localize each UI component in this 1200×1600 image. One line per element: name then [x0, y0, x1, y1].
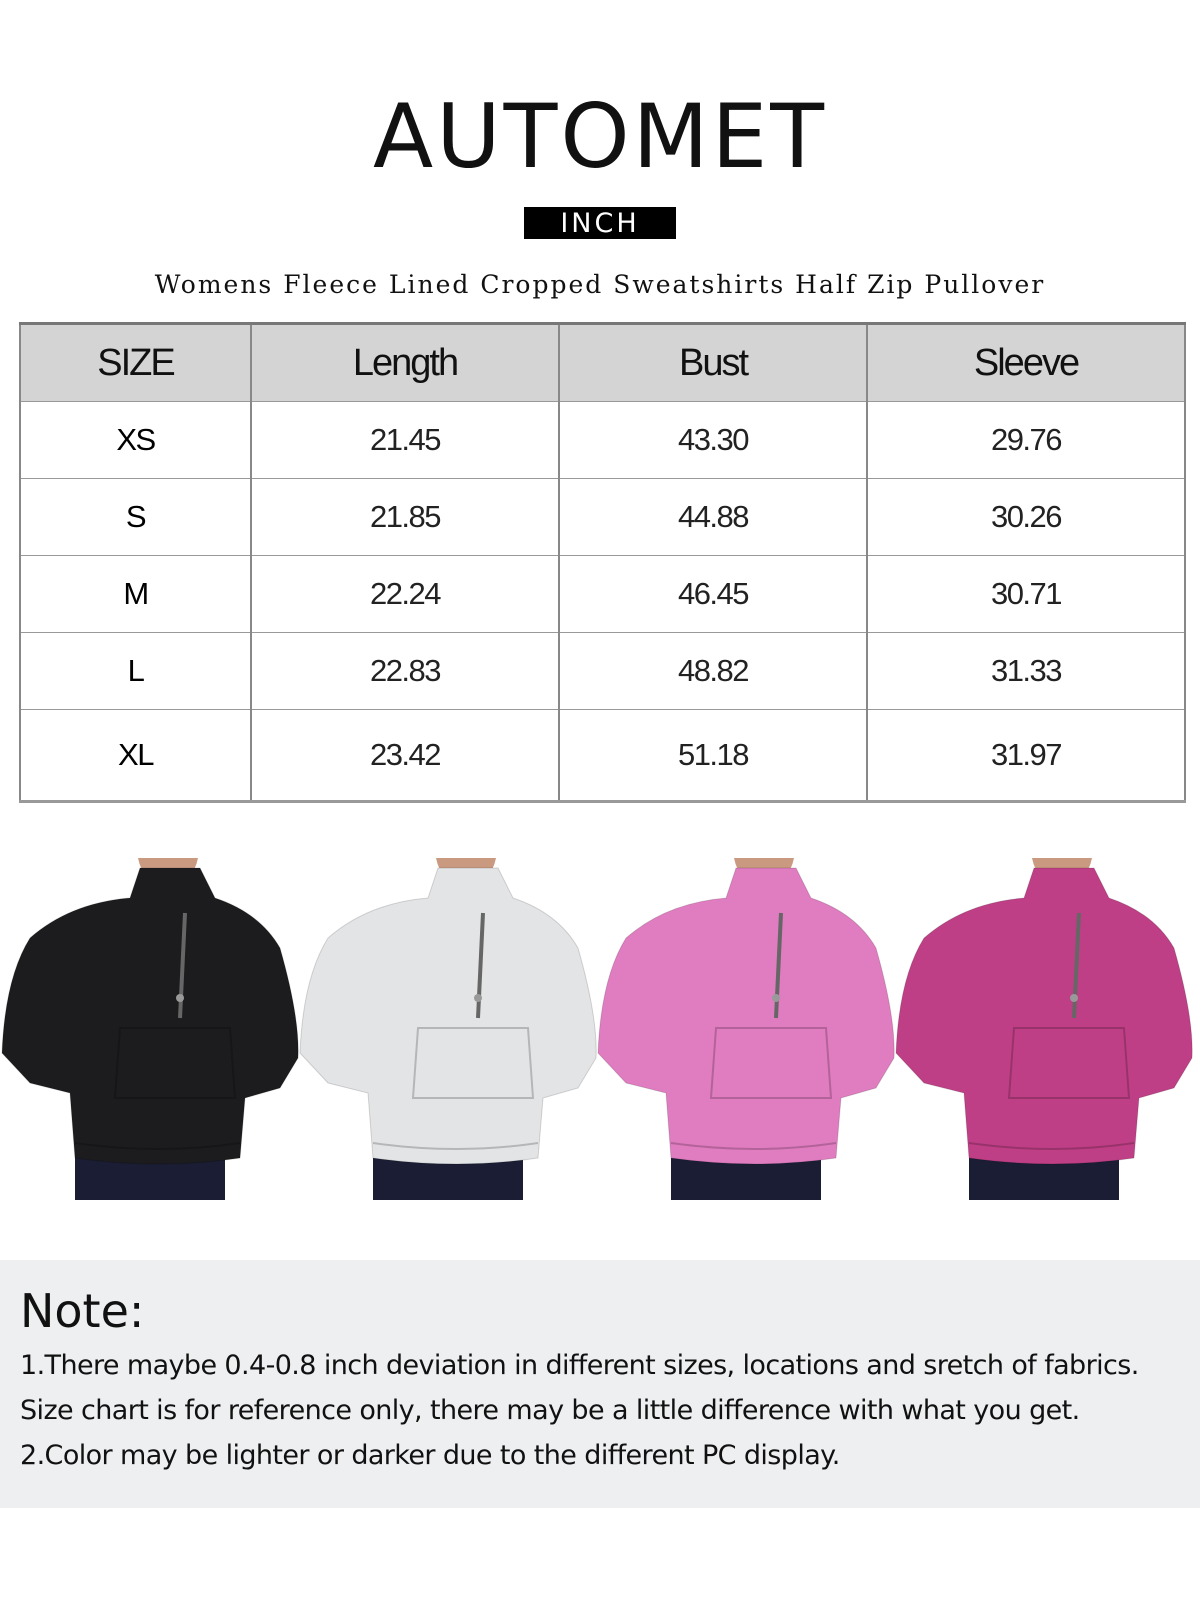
table-row: L 22.83 48.82 31.33 — [19, 632, 1186, 710]
note-line: 1.There maybe 0.4-0.8 inch deviation in … — [20, 1350, 1139, 1381]
zipper-pull — [176, 994, 184, 1002]
note-line: Size chart is for reference only, there … — [20, 1395, 1080, 1426]
pocket — [411, 1027, 535, 1099]
bust-cell: 51.18 — [558, 709, 868, 802]
length-cell: 21.85 — [250, 478, 560, 556]
length-cell: 23.42 — [250, 709, 560, 802]
note-title: Note: — [20, 1284, 145, 1338]
sleeve-cell: 29.76 — [866, 401, 1186, 479]
pocket — [113, 1027, 237, 1099]
size-cell: XL — [19, 709, 252, 802]
size-cell: S — [19, 478, 252, 556]
pocket — [709, 1027, 833, 1099]
bust-cell: 48.82 — [558, 632, 868, 710]
size-cell: L — [19, 632, 252, 710]
hem — [670, 1142, 837, 1150]
bust-cell: 46.45 — [558, 555, 868, 633]
hem — [74, 1142, 241, 1150]
sweatshirt-body — [597, 867, 895, 1165]
product-photos — [0, 858, 1200, 1200]
note-box: Note: 1.There maybe 0.4-0.8 inch deviati… — [0, 1260, 1200, 1508]
table-row: M 22.24 46.45 30.71 — [19, 555, 1186, 633]
sleeve-cell: 31.33 — [866, 632, 1186, 710]
bust-cell: 43.30 — [558, 401, 868, 479]
product-title: Womens Fleece Lined Cropped Sweatshirts … — [154, 270, 1046, 299]
sweatshirt-body — [299, 867, 597, 1165]
header-size: SIZE — [19, 323, 252, 402]
sweatshirt-body — [895, 867, 1193, 1165]
sweatshirt-photo — [894, 858, 1194, 1200]
sweatshirt-photo — [596, 858, 896, 1200]
sleeve-cell: 31.97 — [866, 709, 1186, 802]
table-row: S 21.85 44.88 30.26 — [19, 478, 1186, 556]
sleeve-cell: 30.71 — [866, 555, 1186, 633]
unit-badge: INCH — [524, 207, 676, 239]
length-cell: 21.45 — [250, 401, 560, 479]
size-cell: XS — [19, 401, 252, 479]
header-length: Length — [250, 323, 560, 402]
hem — [372, 1142, 539, 1150]
table-row: XL 23.42 51.18 31.97 — [19, 709, 1186, 802]
sweatshirt-body — [1, 867, 299, 1165]
note-line: 2.Color may be lighter or darker due to … — [20, 1440, 840, 1471]
bust-cell: 44.88 — [558, 478, 868, 556]
zipper-pull — [474, 994, 482, 1002]
zipper-pull — [1070, 994, 1078, 1002]
size-cell: M — [19, 555, 252, 633]
header-bust: Bust — [558, 323, 868, 402]
sleeve-cell: 30.26 — [866, 478, 1186, 556]
table-header-row: SIZE Length Bust Sleeve — [19, 323, 1186, 402]
table-row: XS 21.45 43.30 29.76 — [19, 401, 1186, 479]
sweatshirt-photo — [0, 858, 300, 1200]
zipper-pull — [772, 994, 780, 1002]
sweatshirt-photo — [298, 858, 598, 1200]
pocket — [1007, 1027, 1131, 1099]
size-chart-table: SIZE Length Bust Sleeve XS 21.45 43.30 29.7… — [19, 322, 1186, 803]
header-sleeve: Sleeve — [866, 323, 1186, 402]
length-cell: 22.83 — [250, 632, 560, 710]
hem — [968, 1142, 1135, 1150]
length-cell: 22.24 — [250, 555, 560, 633]
brand-title: AUTOMET — [373, 85, 827, 188]
